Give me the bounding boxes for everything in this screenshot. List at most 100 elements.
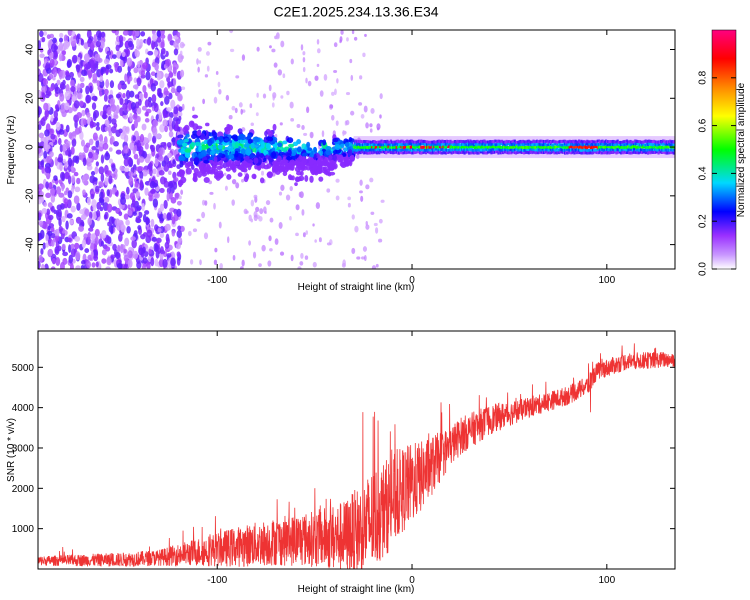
spectro-cell <box>48 181 53 190</box>
spectro-cell <box>562 143 565 147</box>
spectro-cell <box>136 77 142 87</box>
spectro-cell <box>476 143 479 147</box>
spectro-cell <box>580 149 583 152</box>
spectro-cell <box>532 145 535 149</box>
spectro-cell <box>556 143 560 147</box>
spectro-cell <box>374 140 377 144</box>
colorbar-tick-label: 0.0 <box>698 262 709 276</box>
spectro-cell <box>132 211 137 216</box>
spectro-cell <box>365 143 368 147</box>
spectro-cell <box>430 151 433 155</box>
spectro-cell <box>152 127 158 137</box>
spectro-cell <box>490 148 493 152</box>
spectro-cell <box>566 146 569 150</box>
spectro-cell <box>79 76 85 83</box>
spectro-cell <box>357 148 360 152</box>
spectro-cell <box>527 146 530 149</box>
spectro-cell <box>601 151 604 155</box>
spectro-cell <box>463 140 466 144</box>
spectro-cell <box>413 140 416 144</box>
spectro-cell <box>366 148 369 152</box>
spectro-cell <box>472 148 475 152</box>
spectro-cell <box>449 139 452 143</box>
spectro-cell <box>386 148 389 152</box>
spectro-cell <box>553 147 556 151</box>
spectro-cell <box>545 139 548 143</box>
spectro-cell <box>312 163 318 171</box>
spectro-cell <box>38 68 41 76</box>
spectro-cell <box>397 145 401 149</box>
spectro-cell <box>45 242 49 248</box>
spectro-cell <box>600 145 603 149</box>
spectro-cell <box>145 217 151 225</box>
spectro-cell <box>167 81 173 88</box>
colorbar-scale <box>712 30 736 269</box>
spectro-cell <box>203 139 208 145</box>
spectro-cell <box>85 85 90 95</box>
spectro-cell <box>224 185 228 191</box>
spectro-cell <box>399 140 402 144</box>
spectro-cell <box>582 145 585 149</box>
spectro-cell <box>552 143 555 147</box>
spectro-cell <box>109 80 115 89</box>
spectro-cell <box>412 140 415 144</box>
spectro-cell <box>203 159 210 164</box>
spectro-cell <box>492 145 495 149</box>
spectro-cell <box>166 141 172 148</box>
spectro-cell <box>107 221 111 227</box>
spectro-cell <box>468 147 471 151</box>
spectro-cell <box>144 118 150 123</box>
spectro-cell <box>433 148 436 152</box>
spectro-cell <box>510 151 513 155</box>
spectro-cell <box>147 132 152 142</box>
spectro-cell <box>178 180 183 188</box>
spectro-cell <box>430 140 433 144</box>
spectro-cell <box>179 156 186 161</box>
spectro-cell <box>211 130 217 136</box>
spectro-cell <box>455 140 458 144</box>
spectro-cell <box>547 145 550 149</box>
spectro-cell <box>452 145 456 149</box>
spectro-cell <box>523 151 526 155</box>
spectro-cell <box>589 151 592 155</box>
spectro-cell <box>585 142 588 146</box>
colorbar-tick-label: 0.4 <box>698 166 709 180</box>
spectro-cell <box>159 124 166 133</box>
spectro-cell <box>302 57 306 63</box>
spectro-cell <box>67 157 73 167</box>
spectro-cell <box>132 113 138 121</box>
spectro-cell <box>489 145 492 149</box>
spectro-cell <box>592 151 595 155</box>
spectro-cell <box>504 143 507 147</box>
spectro-cell <box>103 94 108 102</box>
spectro-cell <box>208 159 214 164</box>
spectro-cell <box>101 258 107 264</box>
spectro-cell <box>560 140 563 143</box>
spectro-cell <box>255 112 259 117</box>
spectro-cell <box>567 148 570 152</box>
spectro-cell <box>276 155 282 160</box>
spectro-cell <box>604 142 608 146</box>
spectro-cell <box>291 160 297 167</box>
spectro-cell <box>542 142 546 146</box>
spectro-cell <box>583 145 587 149</box>
spectro-cell <box>124 237 130 247</box>
spectro-cell <box>148 248 152 255</box>
spectro-cell <box>496 147 499 151</box>
spectro-cell <box>258 215 263 222</box>
spectro-cell <box>218 152 223 158</box>
spectro-cell <box>164 73 169 78</box>
spectro-cell <box>149 167 153 177</box>
spectro-cell <box>549 148 553 151</box>
spectro-cell <box>309 175 314 183</box>
spectro-cell <box>231 134 238 141</box>
spectro-cell <box>302 155 306 163</box>
spectro-cell <box>310 150 315 158</box>
spectro-cell <box>368 140 371 144</box>
spectro-cell <box>98 79 105 89</box>
spectro-cell <box>154 258 159 267</box>
spectro-cell <box>50 194 56 203</box>
spectro-cell <box>431 145 435 149</box>
spectro-cell <box>441 143 444 147</box>
spectro-cell <box>168 92 173 100</box>
